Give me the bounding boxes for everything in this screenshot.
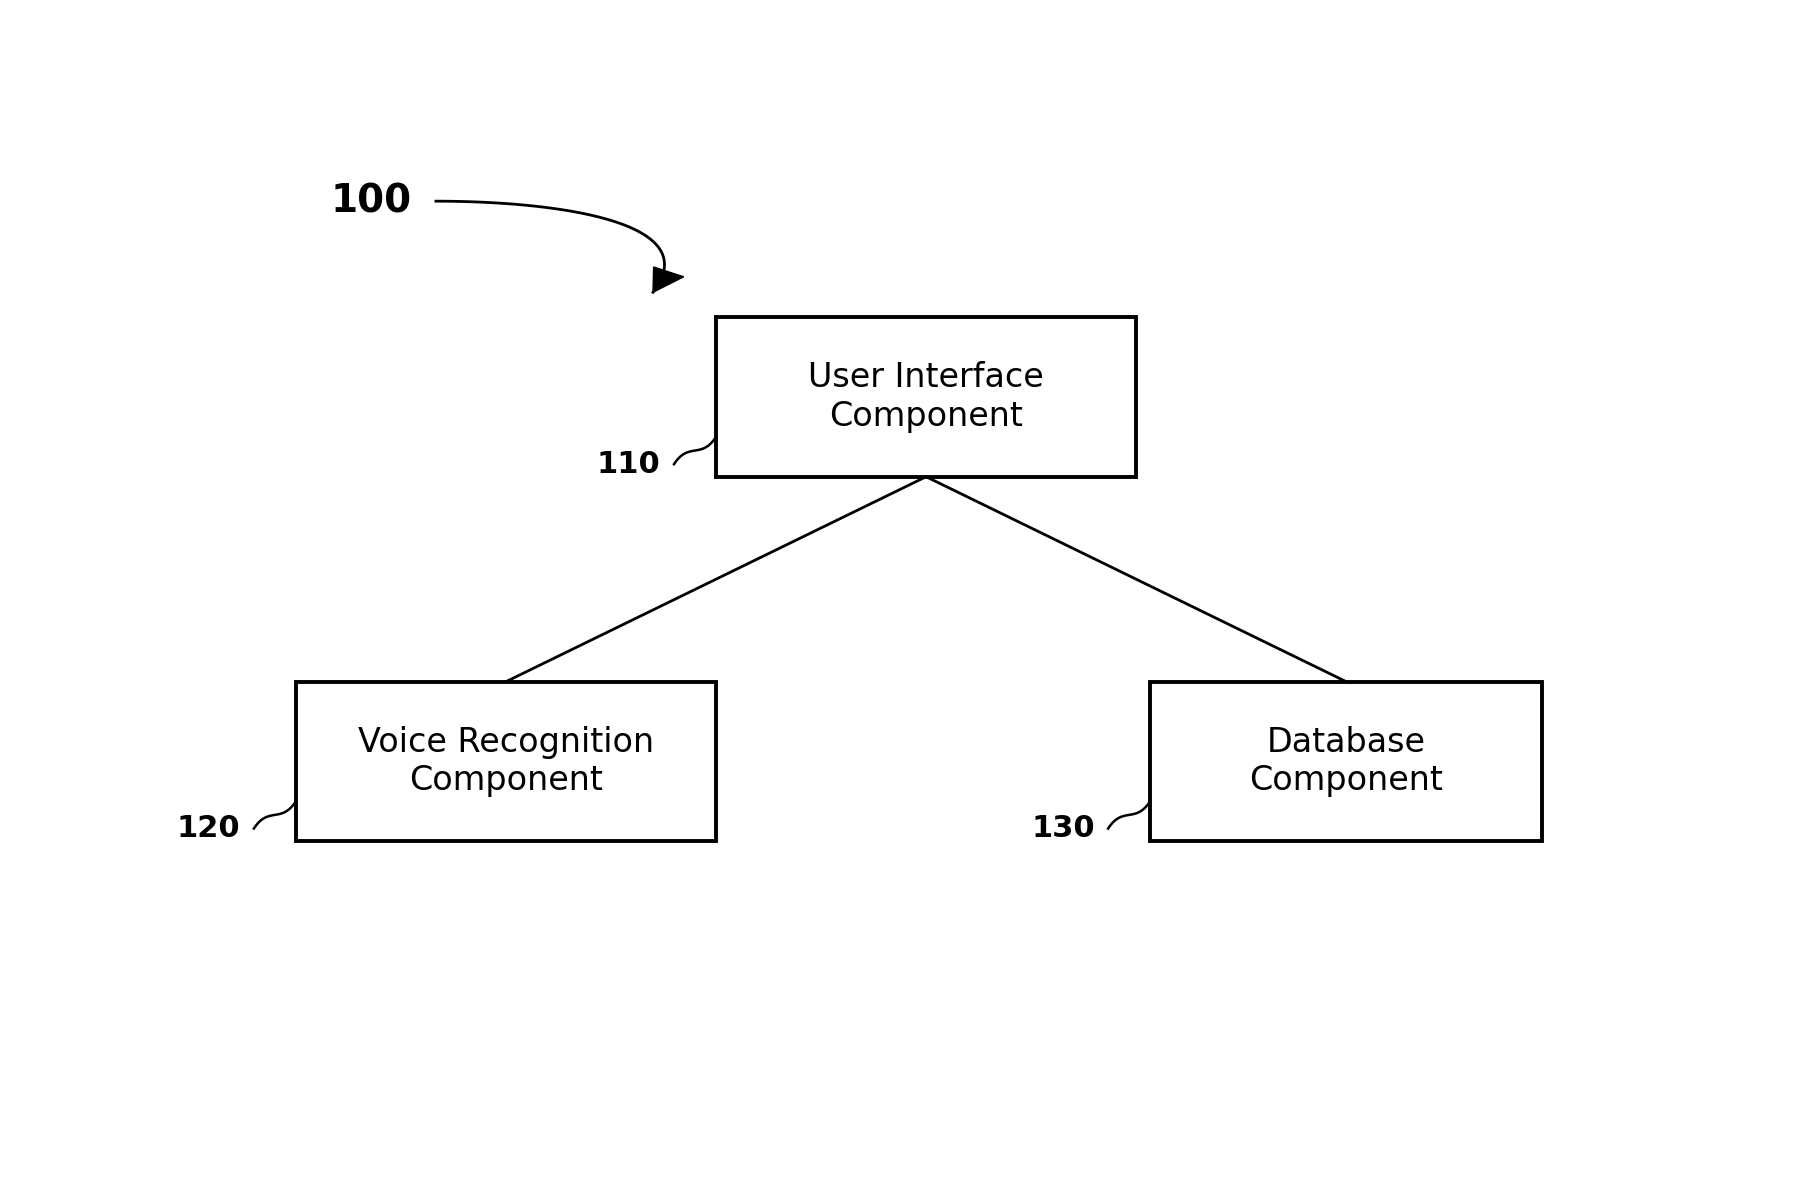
Text: 110: 110 [596, 450, 661, 479]
Bar [716, 317, 1137, 477]
Polygon shape [652, 267, 683, 292]
Text: 100: 100 [331, 182, 412, 220]
Bar [296, 681, 716, 841]
Text: Voice Recognition
Component: Voice Recognition Component [358, 726, 654, 797]
Text: 120: 120 [177, 814, 240, 843]
Text: Database
Component: Database Component [1249, 726, 1444, 797]
Text: 130: 130 [1032, 814, 1095, 843]
Bar [1149, 681, 1541, 841]
Text: User Interface
Component: User Interface Component [808, 362, 1044, 433]
